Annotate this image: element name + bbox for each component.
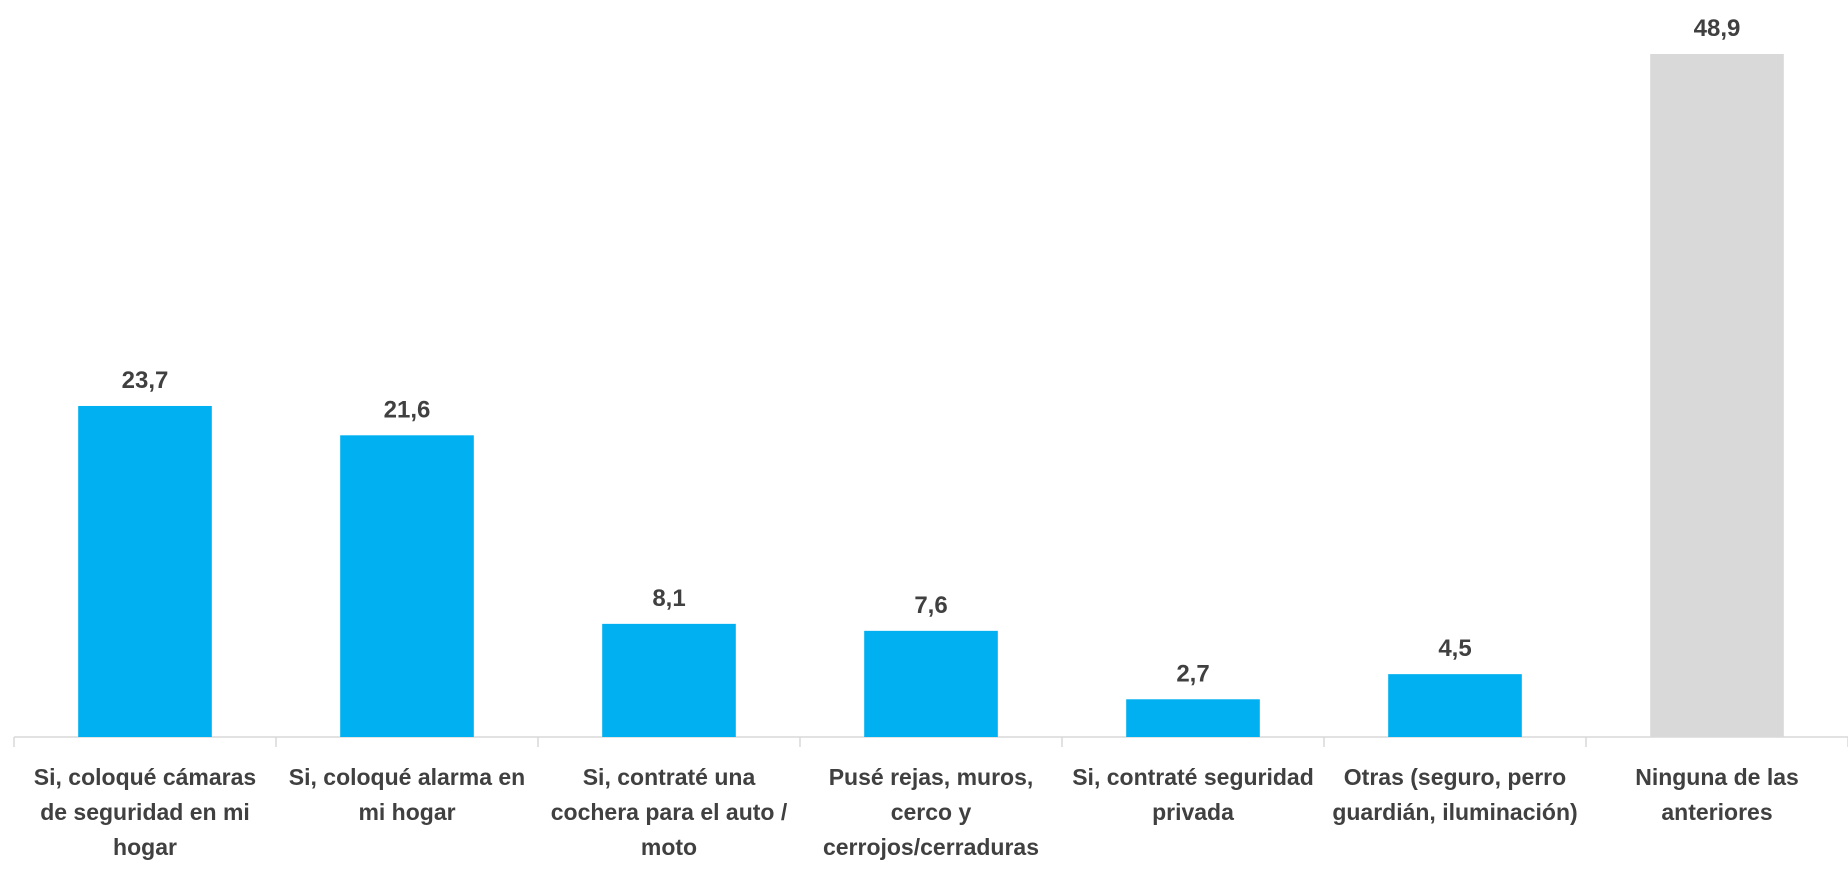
bar [340,435,474,737]
value-label: 21,6 [384,396,431,423]
bar [602,623,736,737]
value-label: 2,7 [1176,660,1209,687]
x-tick-label: Si, coloqué alarma en mi hogar [288,764,526,825]
x-tick-label: Si, coloqué cámaras de seguridad en mi h… [33,764,257,860]
value-label: 48,9 [1694,15,1741,42]
x-tick-label: Si, contraté seguridad privada [1072,764,1314,825]
bar [864,630,998,737]
bar [1388,674,1522,737]
value-label: 23,7 [122,367,169,394]
x-tick-label: Ninguna de las anteriores [1635,764,1799,825]
value-label: 4,5 [1438,635,1471,662]
bar [78,405,212,737]
value-label: 7,6 [914,592,947,619]
x-tick-label: Si, contraté una cochera para el auto / … [550,764,788,860]
bar [1126,699,1260,737]
bar [1650,54,1784,737]
x-tick-label: Pusé rejas, muros, cerco y cerrojos/cerr… [822,764,1040,860]
x-tick-label: Otras (seguro, perro guardián, iluminaci… [1332,764,1578,825]
value-label: 8,1 [652,585,685,612]
